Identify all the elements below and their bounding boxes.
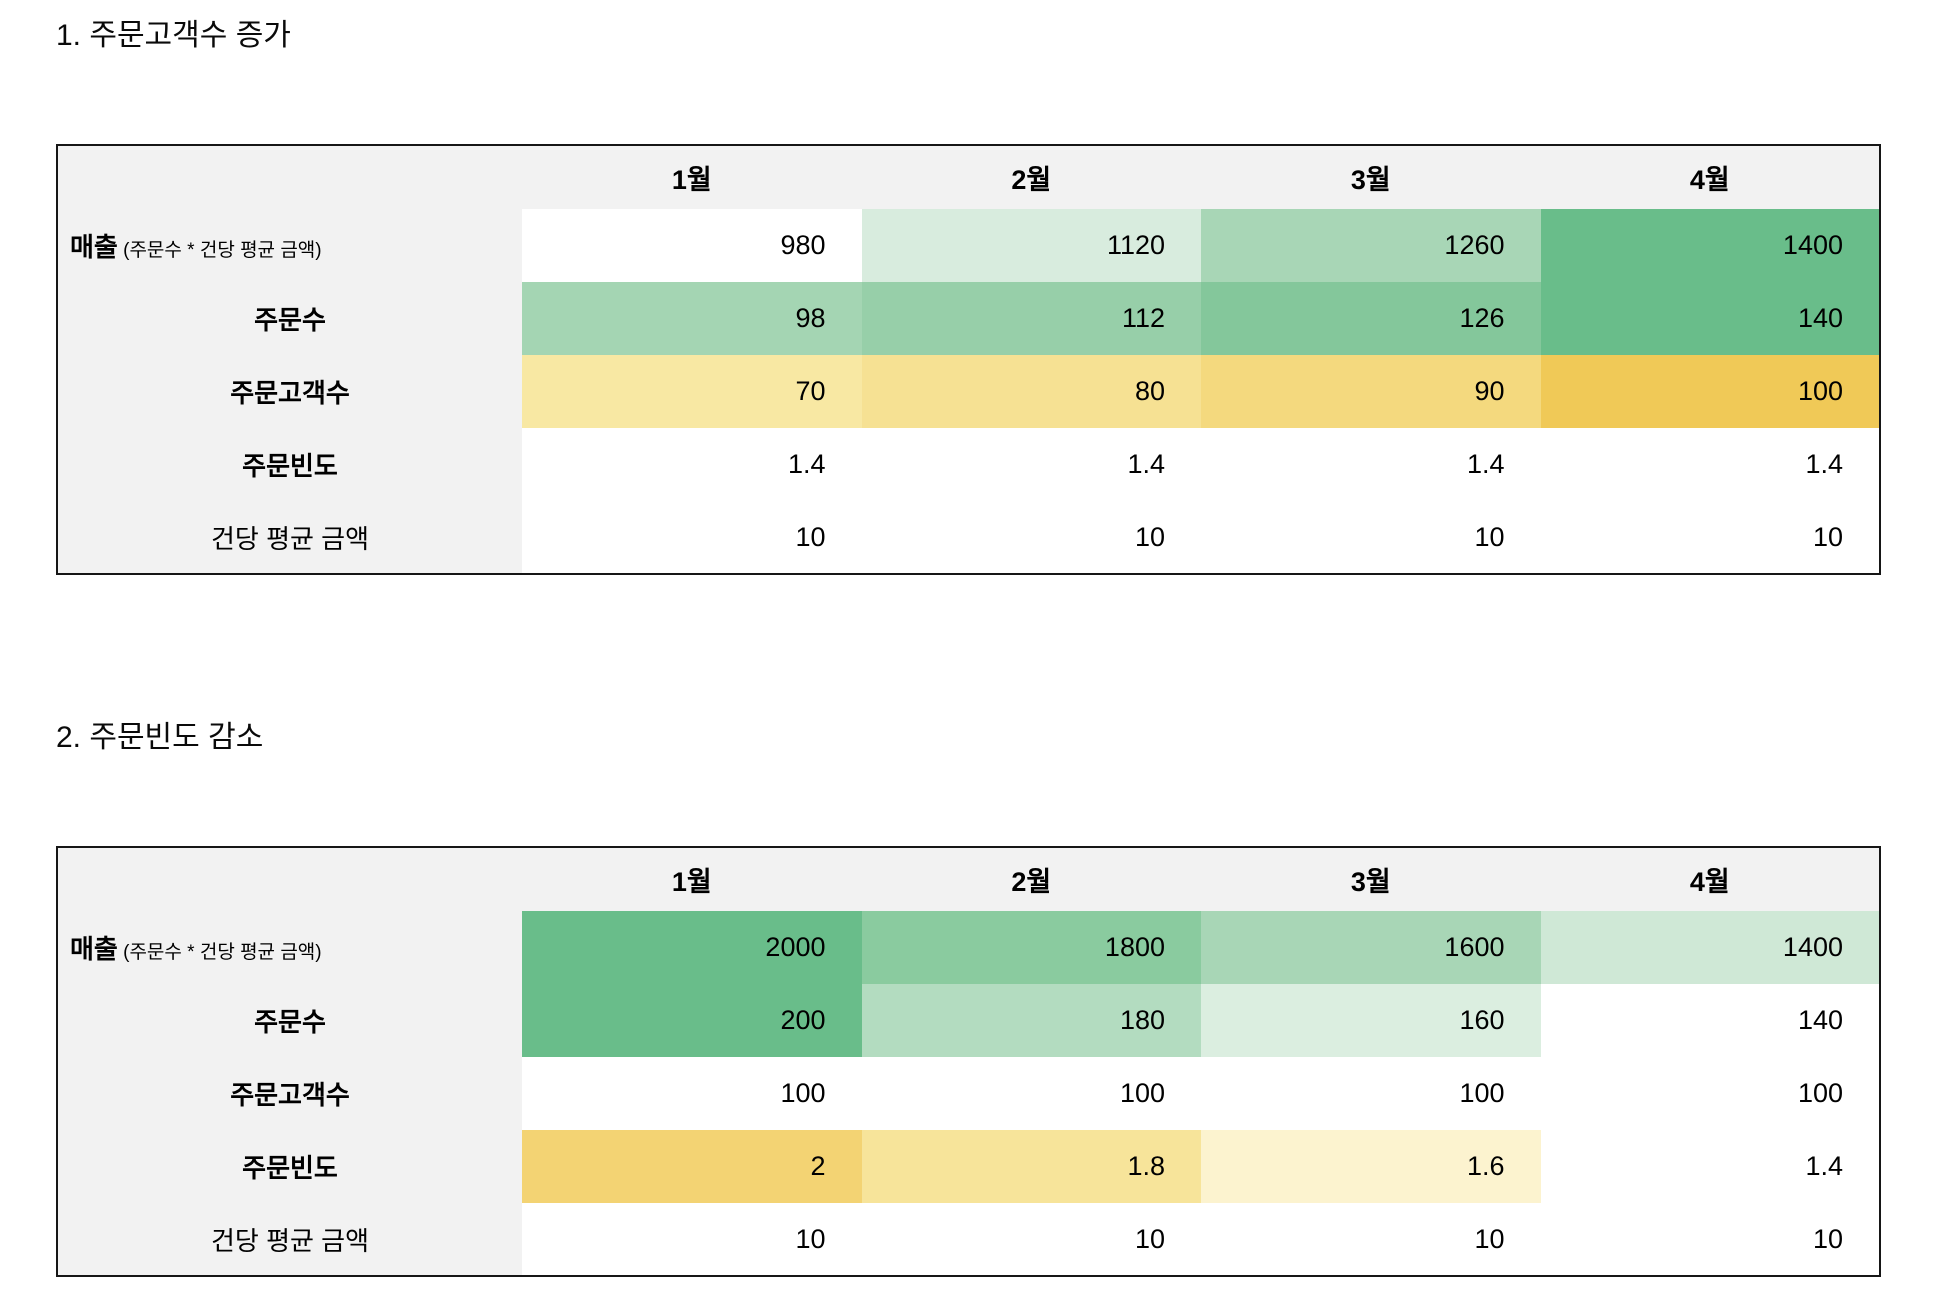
row-label-text: 주문빈도 xyxy=(242,451,338,481)
table-row: 주문빈도 1.4 1.4 1.4 1.4 xyxy=(57,428,1880,501)
row-label: 매출 (주문수 * 건당 평균 금액) xyxy=(57,209,522,282)
value-cell: 126 xyxy=(1201,282,1541,355)
value-cell: 1600 xyxy=(1201,911,1541,984)
value-cell: 112 xyxy=(861,282,1201,355)
month-header: 3월 xyxy=(1201,145,1541,209)
row-label: 주문빈도 xyxy=(57,428,522,501)
value-cell: 100 xyxy=(1540,1057,1880,1130)
value-cell: 1.4 xyxy=(1201,428,1541,501)
table-row: 주문수 200 180 160 140 xyxy=(57,984,1880,1057)
row-label-text: 건당 평균 금액 xyxy=(211,523,369,554)
value-cell: 1260 xyxy=(1201,209,1541,282)
value-cell: 10 xyxy=(861,1203,1201,1276)
value-cell: 1.4 xyxy=(522,428,862,501)
row-label: 건당 평균 금액 xyxy=(57,501,522,574)
value-cell: 10 xyxy=(522,501,862,574)
row-label: 매출 (주문수 * 건당 평균 금액) xyxy=(57,911,522,984)
value-cell: 70 xyxy=(522,355,862,428)
value-cell: 200 xyxy=(522,984,862,1057)
value-cell: 10 xyxy=(1540,1203,1880,1276)
value-cell: 100 xyxy=(522,1057,862,1130)
row-label-text: 매출 xyxy=(70,934,118,964)
value-cell: 1.8 xyxy=(861,1130,1201,1203)
value-cell: 140 xyxy=(1540,984,1880,1057)
value-cell: 100 xyxy=(1540,355,1880,428)
row-label: 건당 평균 금액 xyxy=(57,1203,522,1276)
table-row: 매출 (주문수 * 건당 평균 금액) 980 1120 1260 1400 xyxy=(57,209,1880,282)
table-header-row: 1월 2월 3월 4월 xyxy=(57,847,1880,911)
value-cell: 10 xyxy=(1201,1203,1541,1276)
value-cell: 10 xyxy=(522,1203,862,1276)
value-cell: 1400 xyxy=(1540,209,1880,282)
value-cell: 100 xyxy=(861,1057,1201,1130)
section-title: 2. 주문빈도 감소 xyxy=(56,721,264,754)
row-label: 주문수 xyxy=(57,282,522,355)
value-cell: 10 xyxy=(1201,501,1541,574)
value-cell: 1.6 xyxy=(1201,1130,1541,1203)
row-label-text: 주문수 xyxy=(254,1007,326,1037)
row-label-note: (주문수 * 건당 평균 금액) xyxy=(117,942,322,963)
value-cell: 180 xyxy=(861,984,1201,1057)
metric-table-order-frequency-decrease: 1월 2월 3월 4월 매출 (주문수 * 건당 평균 금액) 2000 1800 1600 1… xyxy=(56,846,1881,1277)
value-cell: 2000 xyxy=(522,911,862,984)
table-row: 매출 (주문수 * 건당 평균 금액) 2000 1800 1600 1400 xyxy=(57,911,1880,984)
row-label: 주문고객수 xyxy=(57,355,522,428)
row-label-text: 매출 xyxy=(70,232,118,262)
value-cell: 1120 xyxy=(861,209,1201,282)
value-cell: 1400 xyxy=(1540,911,1880,984)
table-row: 건당 평균 금액 10 10 10 10 xyxy=(57,501,1880,574)
section-order-customers-increase: 1. 주문고객수 증가 1월 2월 3월 4월 매출 (주문수 * 건당 평균 금액) 9… xyxy=(56,18,1881,575)
table-row: 주문고객수 100 100 100 100 xyxy=(57,1057,1880,1130)
value-cell: 1.4 xyxy=(1540,428,1880,501)
value-cell: 100 xyxy=(1201,1057,1541,1130)
row-label-text: 건당 평균 금액 xyxy=(211,1225,369,1256)
row-label: 주문고객수 xyxy=(57,1057,522,1130)
row-label: 주문수 xyxy=(57,984,522,1057)
month-header: 1월 xyxy=(522,847,862,911)
section-title: 1. 주문고객수 증가 xyxy=(56,19,291,52)
value-cell: 980 xyxy=(522,209,862,282)
row-label-note: (주문수 * 건당 평균 금액) xyxy=(117,240,322,261)
corner-cell xyxy=(57,847,522,911)
row-label: 주문빈도 xyxy=(57,1130,522,1203)
section-order-frequency-decrease: 2. 주문빈도 감소 1월 2월 3월 4월 매출 (주문수 * 건당 평균 금액) 20… xyxy=(56,720,1881,1277)
value-cell: 1.4 xyxy=(861,428,1201,501)
row-label-text: 주문고객수 xyxy=(230,1080,350,1110)
month-header: 1월 xyxy=(522,145,862,209)
value-cell: 80 xyxy=(861,355,1201,428)
month-header: 2월 xyxy=(861,145,1201,209)
table-header-row: 1월 2월 3월 4월 xyxy=(57,145,1880,209)
value-cell: 140 xyxy=(1540,282,1880,355)
table-row: 건당 평균 금액 10 10 10 10 xyxy=(57,1203,1880,1276)
table-row: 주문빈도 2 1.8 1.6 1.4 xyxy=(57,1130,1880,1203)
corner-cell xyxy=(57,145,522,209)
month-header: 4월 xyxy=(1540,145,1880,209)
value-cell: 1800 xyxy=(861,911,1201,984)
row-label-text: 주문수 xyxy=(254,305,326,335)
value-cell: 98 xyxy=(522,282,862,355)
row-label-text: 주문고객수 xyxy=(230,378,350,408)
metric-table-order-customers-increase: 1월 2월 3월 4월 매출 (주문수 * 건당 평균 금액) 980 1120 1260 14… xyxy=(56,144,1881,575)
table-row: 주문수 98 112 126 140 xyxy=(57,282,1880,355)
value-cell: 10 xyxy=(1540,501,1880,574)
month-header: 3월 xyxy=(1201,847,1541,911)
value-cell: 2 xyxy=(522,1130,862,1203)
value-cell: 10 xyxy=(861,501,1201,574)
month-header: 2월 xyxy=(861,847,1201,911)
value-cell: 160 xyxy=(1201,984,1541,1057)
value-cell: 90 xyxy=(1201,355,1541,428)
month-header: 4월 xyxy=(1540,847,1880,911)
row-label-text: 주문빈도 xyxy=(242,1153,338,1183)
table-row: 주문고객수 70 80 90 100 xyxy=(57,355,1880,428)
value-cell: 1.4 xyxy=(1540,1130,1880,1203)
